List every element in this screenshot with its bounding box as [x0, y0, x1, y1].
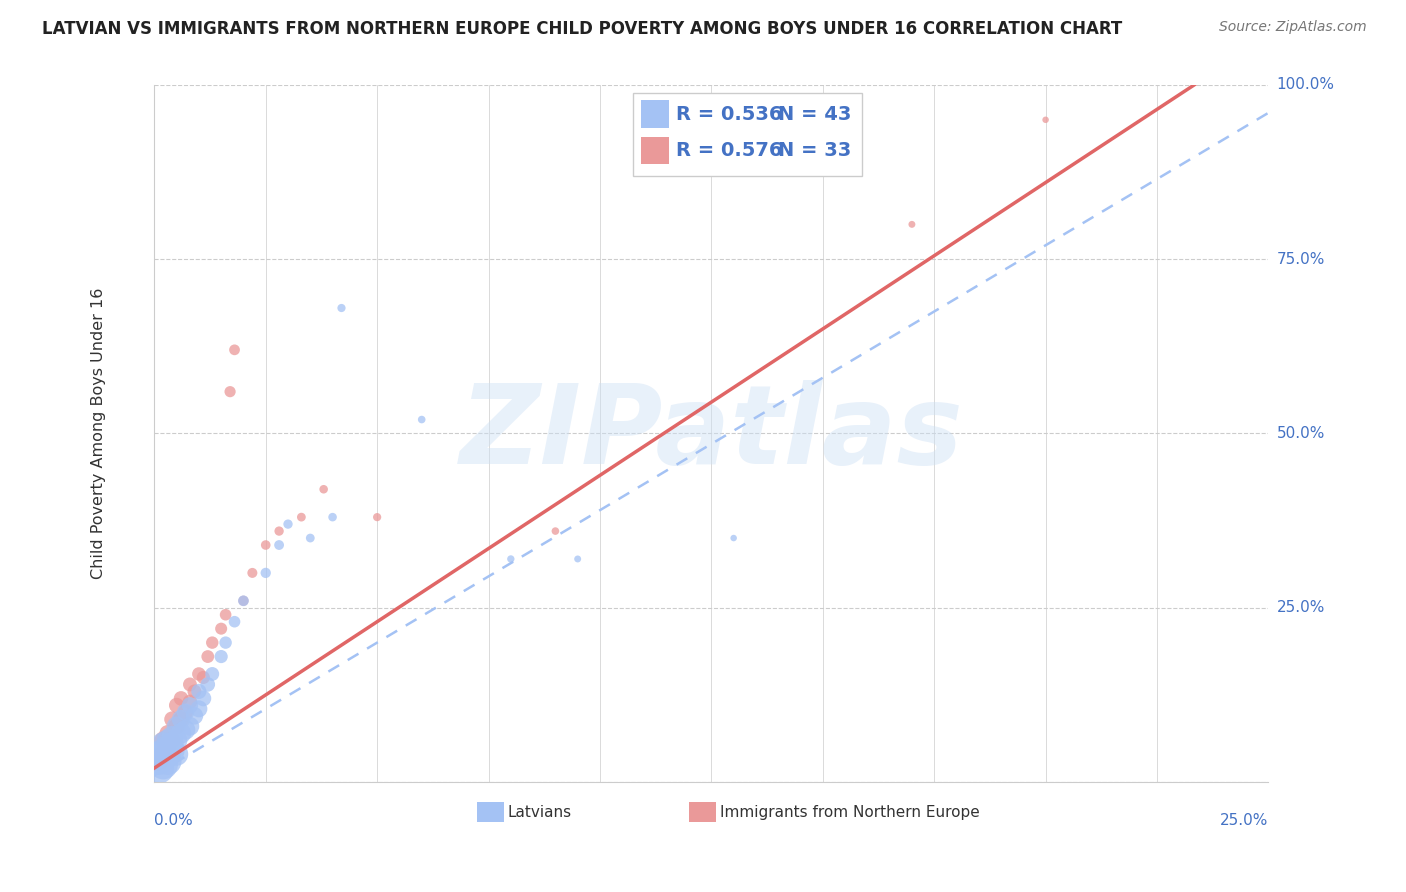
Point	[152, 750, 174, 764]
Point	[197, 677, 219, 691]
Text: Latvians: Latvians	[508, 805, 572, 820]
Point	[232, 594, 254, 608]
Point	[366, 510, 388, 524]
Point	[179, 677, 201, 691]
Point	[723, 531, 745, 545]
Point	[187, 684, 209, 698]
Point	[290, 510, 312, 524]
Bar	[689, 802, 716, 822]
Text: 50.0%: 50.0%	[1277, 426, 1324, 441]
Point	[544, 524, 567, 538]
Point	[277, 517, 299, 532]
Point	[214, 635, 236, 649]
Point	[160, 733, 183, 747]
Point	[174, 706, 197, 720]
Text: N = 43: N = 43	[778, 104, 852, 124]
Point	[240, 566, 263, 580]
Point	[254, 538, 277, 552]
Point	[160, 712, 183, 726]
Point	[174, 723, 197, 737]
Text: 25.0%: 25.0%	[1220, 814, 1268, 829]
Point	[197, 649, 219, 664]
Point	[187, 667, 209, 681]
Point	[166, 719, 188, 733]
Point	[183, 708, 205, 723]
Point	[148, 754, 170, 768]
Text: R = 0.536: R = 0.536	[676, 104, 782, 124]
Point	[160, 737, 183, 751]
Point	[166, 719, 188, 733]
Text: N = 33: N = 33	[778, 141, 852, 160]
Point	[152, 747, 174, 761]
Point	[193, 691, 215, 706]
Point	[330, 301, 353, 315]
Point	[254, 566, 277, 580]
Text: 0.0%: 0.0%	[155, 814, 193, 829]
Point	[170, 712, 193, 726]
Text: Child Poverty Among Boys Under 16: Child Poverty Among Boys Under 16	[91, 288, 105, 579]
Point	[219, 384, 242, 399]
Point	[170, 712, 193, 726]
Point	[156, 740, 179, 755]
Point	[193, 670, 215, 684]
Bar	[641, 136, 669, 164]
Point	[156, 733, 179, 747]
Text: 25.0%: 25.0%	[1277, 600, 1324, 615]
Text: Source: ZipAtlas.com: Source: ZipAtlas.com	[1219, 20, 1367, 34]
Point	[152, 733, 174, 747]
Point	[174, 706, 197, 720]
Point	[179, 695, 201, 709]
Point	[1035, 112, 1057, 127]
Point	[148, 747, 170, 761]
Point	[269, 524, 291, 538]
Text: 75.0%: 75.0%	[1277, 252, 1324, 267]
Text: 100.0%: 100.0%	[1277, 78, 1334, 93]
Point	[224, 615, 246, 629]
Point	[499, 552, 522, 566]
Point	[156, 747, 179, 761]
Point	[201, 667, 224, 681]
Point	[567, 552, 589, 566]
Point	[183, 684, 205, 698]
Text: ZIPatlas: ZIPatlas	[460, 380, 963, 487]
Point	[322, 510, 344, 524]
Point	[299, 531, 322, 545]
FancyBboxPatch shape	[633, 94, 862, 176]
Point	[209, 649, 232, 664]
Point	[156, 754, 179, 768]
Point	[166, 747, 188, 761]
Point	[312, 482, 335, 496]
Point	[156, 740, 179, 755]
Point	[148, 761, 170, 775]
Point	[170, 726, 193, 740]
Text: LATVIAN VS IMMIGRANTS FROM NORTHERN EUROPE CHILD POVERTY AMONG BOYS UNDER 16 COR: LATVIAN VS IMMIGRANTS FROM NORTHERN EURO…	[42, 20, 1122, 37]
Point	[232, 594, 254, 608]
Bar	[478, 802, 505, 822]
Point	[224, 343, 246, 357]
Point	[901, 218, 924, 232]
Point	[160, 730, 183, 744]
Point	[214, 607, 236, 622]
Point	[269, 538, 291, 552]
Point	[166, 733, 188, 747]
Point	[201, 635, 224, 649]
Point	[411, 412, 433, 426]
Point	[209, 622, 232, 636]
Text: R = 0.576: R = 0.576	[676, 141, 782, 160]
Point	[187, 702, 209, 716]
Point	[179, 719, 201, 733]
Point	[156, 726, 179, 740]
Point	[148, 754, 170, 768]
Point	[179, 698, 201, 713]
Point	[152, 744, 174, 758]
Point	[170, 691, 193, 706]
Point	[166, 698, 188, 713]
Point	[152, 757, 174, 772]
Bar	[641, 100, 669, 128]
Text: Immigrants from Northern Europe: Immigrants from Northern Europe	[720, 805, 980, 820]
Point	[160, 744, 183, 758]
Point	[152, 737, 174, 751]
